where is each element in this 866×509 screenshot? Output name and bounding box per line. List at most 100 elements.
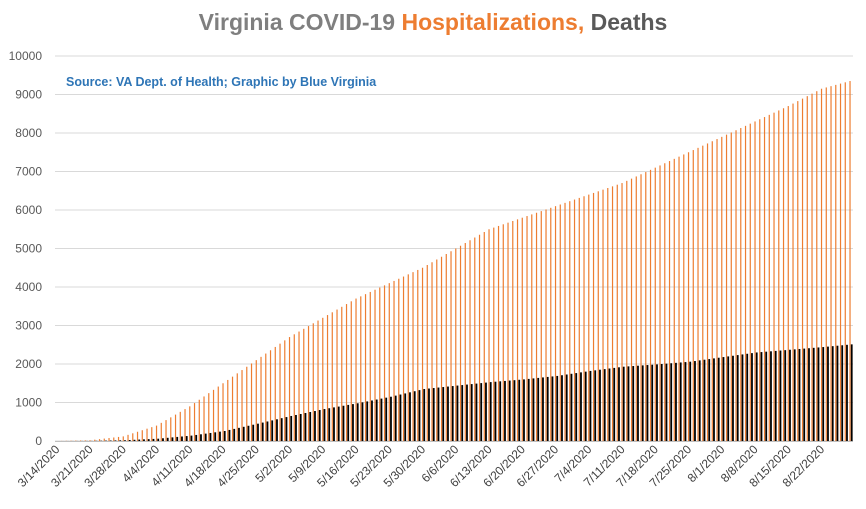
hospitalizations-bar (279, 343, 281, 441)
hospitalizations-bar (820, 88, 823, 441)
deaths-bar (261, 422, 264, 441)
deaths-bar (651, 364, 654, 441)
deaths-bar (337, 406, 340, 441)
hospitalizations-bar (227, 379, 229, 441)
hospitalizations-bar (621, 183, 623, 442)
hospitalizations-bar (830, 86, 832, 442)
deaths-bar (266, 421, 269, 441)
hospitalizations-bar (440, 256, 443, 441)
hospitalizations-bar (778, 110, 780, 441)
deaths-bar (385, 397, 388, 441)
deaths-bar (242, 426, 245, 441)
deaths-bar (622, 366, 625, 441)
hospitalizations-bar (711, 141, 713, 441)
hospitalizations-bar (512, 221, 514, 441)
hospitalizations-bar (725, 134, 728, 441)
deaths-bar (181, 436, 183, 441)
hospitalizations-bar (474, 237, 476, 441)
deaths-bar (665, 363, 668, 441)
deaths-bar (846, 344, 848, 441)
hospitalizations-bar (630, 178, 633, 441)
deaths-bar (290, 415, 293, 441)
deaths-bar (732, 355, 734, 441)
deaths-bar (603, 369, 606, 441)
y-tick-label: 9000 (15, 88, 42, 102)
hospitalizations-bar (174, 414, 177, 441)
deaths-bar (442, 387, 445, 441)
hospitalizations-bar (222, 383, 224, 441)
deaths-bar (271, 420, 274, 441)
hospitalizations-bar (312, 323, 314, 441)
hospitalizations-bar (626, 180, 628, 441)
x-axis: 3/14/20203/21/20203/28/20204/4/20204/11/… (15, 441, 853, 490)
deaths-bar (162, 438, 164, 441)
hospitalizations-bar (659, 165, 661, 441)
hospitalizations-bar (469, 240, 471, 441)
chart-title: Virginia COVID-19 Hospitalizations, Deat… (0, 9, 866, 36)
hospitalizations-bar (369, 291, 371, 441)
deaths-bar (133, 439, 136, 441)
deaths-bar (247, 425, 250, 441)
deaths-bar (789, 349, 791, 441)
deaths-bar (399, 394, 402, 441)
hospitalizations-bar (127, 434, 129, 441)
hospitalizations-bar (797, 101, 799, 441)
hospitalizations-bar (535, 212, 538, 441)
deaths-bar (361, 402, 364, 441)
deaths-bar (276, 419, 278, 441)
deaths-bar (304, 413, 307, 441)
deaths-bar (413, 391, 416, 441)
deaths-bar (223, 430, 226, 441)
hospitalizations-bar (431, 262, 433, 441)
hospitalizations-bar (326, 315, 329, 441)
deaths-bar (656, 364, 658, 441)
deaths-bar (171, 437, 174, 441)
deaths-bar (470, 384, 473, 441)
deaths-bar (475, 383, 478, 441)
deaths-bar (774, 350, 777, 441)
hospitalizations-bar (540, 211, 542, 441)
hospitalizations-bar (483, 232, 485, 441)
deaths-bar (157, 438, 160, 441)
deaths-bar (480, 383, 483, 441)
deaths-bar (423, 389, 426, 441)
deaths-bar (518, 379, 521, 441)
hospitalizations-bar (212, 389, 215, 441)
hospitalizations-bar (616, 184, 618, 441)
hospitalizations-bar (678, 156, 680, 441)
deaths-bar (537, 377, 540, 441)
deaths-bar (499, 381, 502, 441)
deaths-bar (114, 440, 117, 441)
deaths-bar (641, 365, 644, 441)
hospitalizations-bar (203, 396, 205, 441)
deaths-bar (314, 411, 316, 441)
hospitalizations-bar (132, 433, 134, 441)
hospitalizations-bar (816, 91, 818, 441)
deaths-bar (708, 359, 711, 441)
deaths-bar (546, 376, 549, 441)
deaths-bar (584, 371, 587, 441)
hospitalizations-bar (236, 373, 238, 441)
hospitalizations-bar (360, 296, 362, 441)
hospitalizations-bar (640, 174, 642, 441)
hospitalizations-bar (844, 82, 846, 441)
deaths-bar (356, 403, 359, 441)
deaths-bar (765, 351, 768, 441)
hospitalizations-bar (98, 439, 101, 441)
deaths-bar (694, 361, 696, 441)
deaths-bar (328, 408, 331, 441)
deaths-bar (143, 439, 145, 441)
deaths-bar (228, 429, 231, 441)
deaths-bar (532, 378, 535, 441)
hospitalizations-bar (379, 287, 381, 441)
deaths-bar (608, 368, 611, 441)
deaths-bar (466, 384, 468, 441)
hospitalizations-bar (307, 326, 310, 441)
hospitalizations-bar (331, 312, 333, 441)
hospitalizations-bar (146, 428, 148, 441)
deaths-bar (447, 386, 449, 441)
hospitalizations-bar (716, 139, 718, 442)
hospitalizations-bar (573, 199, 576, 441)
hospitalizations-bar (417, 269, 419, 441)
deaths-bar (214, 432, 217, 441)
